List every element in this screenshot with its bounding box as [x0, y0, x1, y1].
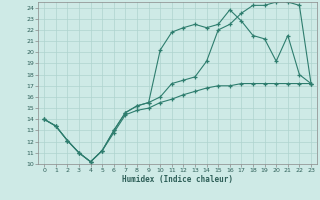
X-axis label: Humidex (Indice chaleur): Humidex (Indice chaleur) — [122, 175, 233, 184]
